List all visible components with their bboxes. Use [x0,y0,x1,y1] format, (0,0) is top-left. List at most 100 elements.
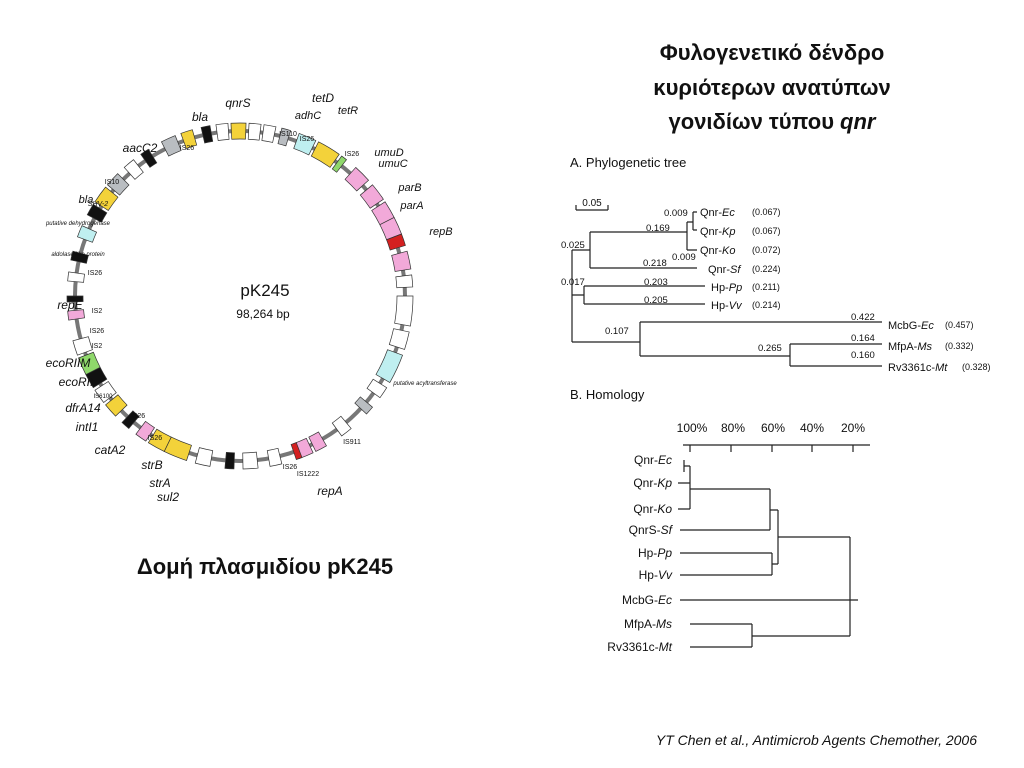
leaf-label: Rv3361c-Mt [888,362,948,374]
leaf-distance: (0.328) [962,362,991,372]
gene-label: umuD [374,147,403,159]
gene-box [375,349,404,383]
gene-box [277,127,292,147]
leaf-species: Ec [658,453,672,467]
leaf-label: McbG-Ec [888,320,934,332]
gene-box [76,225,98,243]
leaf-distance: (0.067) [752,207,781,217]
gene-box [261,124,277,143]
gene-label: IS26 [88,270,103,277]
gene-box [394,295,414,327]
leaf-prefix: McbG- [622,593,658,607]
gene-box [72,336,93,356]
plasmid-size: 98,264 bp [236,307,290,321]
leaf-species: Sf [661,523,674,537]
leaf-label: Rv3361c-Mt [607,640,672,654]
gene-box [391,250,412,272]
leaf-prefix: QnrS- [629,523,661,537]
gene-label: dfrA14 [65,401,101,415]
gene-label: aldolase-like protein [51,252,105,258]
leaf-label: Qnr-Sf [708,264,741,276]
gene-label: putative acyltransferase [392,381,457,387]
gene-label: IS26 [300,136,315,143]
gene-box [66,295,84,303]
leaf-prefix: Qnr- [633,476,657,490]
leaf-distance: (0.224) [752,264,781,274]
panel-heading: B. Homology [570,387,645,402]
leaf-species: Mt [659,640,673,654]
leaf-label: McbG-Ec [622,593,672,607]
gene-label: IS10 [105,179,120,186]
leaf-species: Ec [722,207,735,219]
axis-label: 40% [800,421,824,435]
gene-label: IS1222 [297,471,319,478]
leaf-species: Ec [921,320,934,332]
gene-box [86,203,108,223]
branch-length: 0.205 [644,295,668,306]
branch-length: 0.107 [605,326,629,337]
gene-box [388,328,410,350]
gene-box [67,271,85,283]
gene-label: IS26 [283,464,298,471]
tree-branches [571,211,882,367]
branch-length: 0.218 [643,258,667,269]
leaf-species: Mt [935,362,948,374]
leaf-species: Vv [729,300,743,312]
leaf-prefix: Qnr- [634,453,658,467]
citation: YT Chen et al., Antimicrob Agents Chemot… [656,732,977,748]
leaf-prefix: Qnr- [700,207,722,219]
gene-label: strA [149,476,170,490]
gene-box [67,309,85,321]
leaf-prefix: Hp- [711,300,729,312]
leaf-distance: (0.214) [752,300,781,310]
leaf-distance: (0.332) [945,341,974,351]
leaf-distance: (0.457) [945,320,974,330]
gene-label: IS911 [343,439,361,446]
gene-box [94,186,119,211]
gene-label: repA [317,484,342,498]
gene-label: repB [429,226,452,238]
leaf-label: Qnr-Ec [700,207,735,219]
gene-label: tetR [338,105,358,117]
gene-label: IS26 [131,413,146,420]
leaf-species: Kp [657,476,672,490]
title-italic: qnr [840,109,877,134]
leaf-distance: (0.067) [752,226,781,236]
leaf-prefix: Qnr- [708,264,730,276]
gene-label: parA [399,200,423,212]
branch-length: 0.164 [851,333,875,344]
leaf-species: Ko [722,245,735,257]
branch-length: 0.025 [561,240,585,251]
branch-length: 0.422 [851,312,875,323]
axis-label: 60% [761,421,785,435]
leaf-species: Pp [729,282,742,294]
leaf-prefix: MfpA- [624,617,656,631]
gene-label: IS26 [90,328,105,335]
gene-box [180,129,198,149]
gene-label: qnrS [225,96,250,110]
gene-box [78,351,101,376]
leaf-prefix: McbG- [888,320,921,332]
leaf-prefix: MfpA- [888,341,918,353]
gene-box [354,396,374,415]
leaf-distance: (0.211) [752,282,780,292]
gene-box [366,378,388,399]
leaf-prefix: Qnr- [700,245,722,257]
leaf-species: Pp [657,546,672,560]
leaf-distance: (0.072) [752,245,781,255]
gene-label: strB [141,458,162,472]
branch-length: 0.009 [672,252,696,263]
dendrogram [678,460,858,648]
leaf-prefix: Rv3361c- [607,640,658,654]
branch-length: 0.203 [644,277,668,288]
gene-label: bla [192,110,208,124]
leaf-prefix: Hp- [711,282,729,294]
gene-box [308,431,327,452]
gene-label: IS26 [148,435,163,442]
gene-label: catA2 [95,443,126,457]
gene-box [121,410,140,430]
gene-label: sul2 [157,490,179,504]
leaf-prefix: Hp- [639,568,658,582]
axis-label: 20% [841,421,865,435]
